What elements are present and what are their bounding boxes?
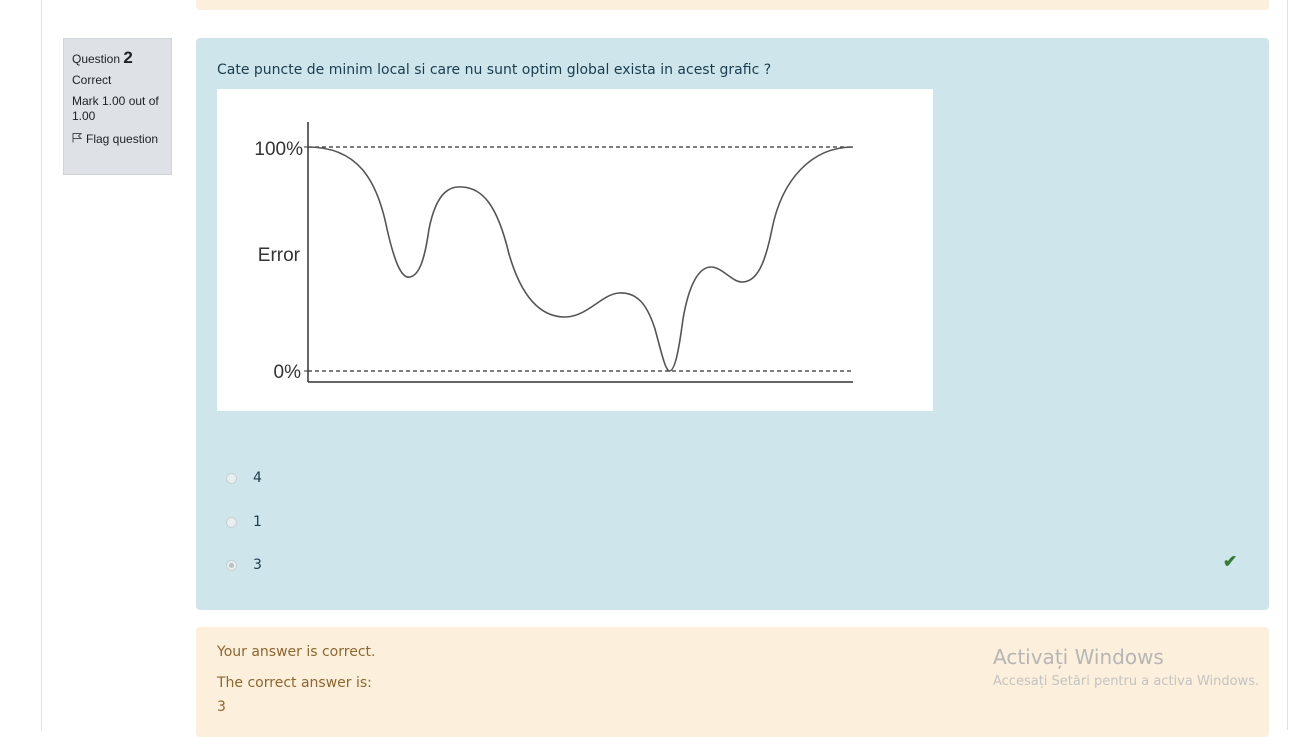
correct-answer-label: The correct answer is: xyxy=(217,675,372,691)
answer-radio-3[interactable] xyxy=(226,559,237,571)
previous-question-feedback xyxy=(196,0,1269,10)
activation-watermark-subtitle: Accesați Setări pentru a activa Windows. xyxy=(993,674,1260,689)
answer-option-1[interactable]: 4 xyxy=(226,470,262,486)
question-state: Correct xyxy=(72,73,112,87)
checkmark-icon: ✔ xyxy=(1223,552,1238,571)
y-bottom-label: 0% xyxy=(274,362,302,383)
question-text: Cate puncte de minim local si care nu su… xyxy=(217,62,772,78)
question-formulation: Cate puncte de minim local si care nu su… xyxy=(196,38,1269,610)
question-grade: Mark 1.00 out of 1.00 xyxy=(72,94,159,123)
error-graph-image: 100% Error 0% xyxy=(217,89,933,411)
answer-option-2[interactable]: 1 xyxy=(226,514,262,530)
question-info-panel: Question 2 Correct Mark 1.00 out of 1.00… xyxy=(63,38,172,175)
question-label: Question xyxy=(72,52,121,66)
flag-icon xyxy=(72,132,83,146)
page-border-right xyxy=(1287,0,1288,730)
answer-radio-1[interactable] xyxy=(226,472,237,484)
y-axis-label: Error xyxy=(258,245,301,266)
answer-label-3: 3 xyxy=(253,557,262,573)
activation-watermark-title: Activați Windows xyxy=(993,645,1164,669)
answer-option-3[interactable]: 3 xyxy=(226,557,262,573)
page-border-left xyxy=(41,0,42,730)
y-top-label: 100% xyxy=(254,139,303,160)
flag-question-button[interactable]: Flag question xyxy=(72,132,163,146)
answer-radio-2[interactable] xyxy=(226,516,237,528)
feedback-panel: Your answer is correct. The correct answ… xyxy=(196,627,1269,737)
answer-label-1: 4 xyxy=(253,470,262,486)
flag-question-label: Flag question xyxy=(86,132,159,146)
question-number: 2 xyxy=(123,48,133,67)
question-number-line: Question 2 xyxy=(72,48,163,68)
correct-answer-value: 3 xyxy=(217,699,226,715)
answer-label-2: 1 xyxy=(253,514,262,530)
error-curve xyxy=(307,146,854,372)
feedback-result: Your answer is correct. xyxy=(217,644,376,660)
